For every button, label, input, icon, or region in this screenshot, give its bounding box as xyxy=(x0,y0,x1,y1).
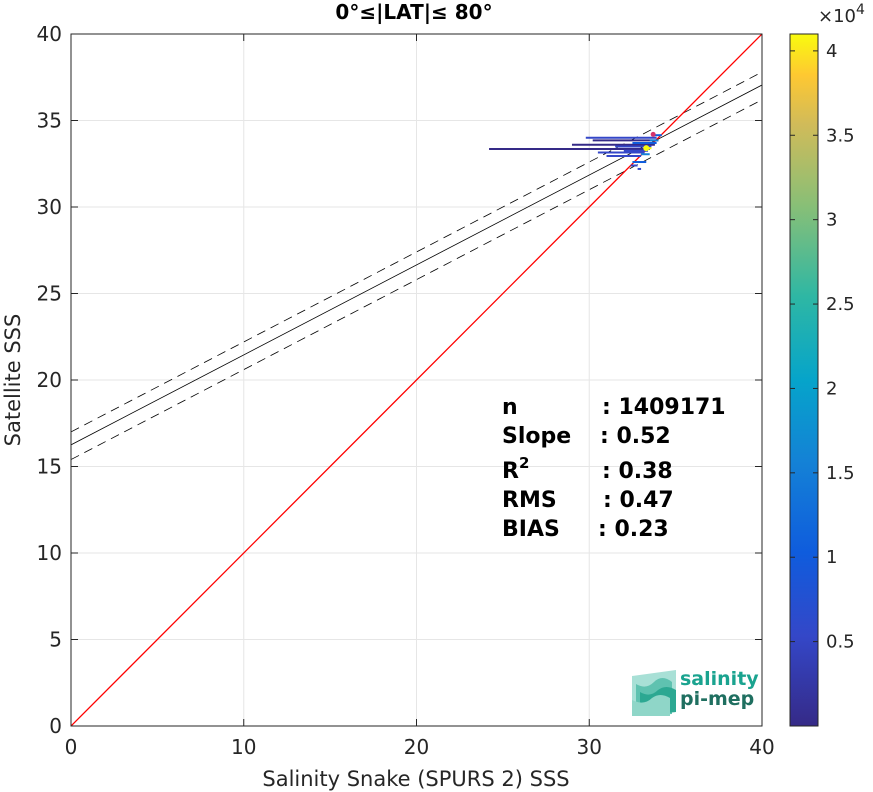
y-tick-label: 5 xyxy=(49,628,62,652)
colorbar-ticks: 0.5 1 1.5 2 2.5 3 3.5 4 xyxy=(790,41,855,653)
y-tick-label: 30 xyxy=(37,195,62,219)
stat-bias-label: BIAS xyxy=(502,517,560,542)
stat-n-label: n xyxy=(502,395,518,420)
colorbar-tick-label: 2 xyxy=(826,378,837,399)
stat-slope-value: : 0.52 xyxy=(600,424,671,449)
stat-rms-label: RMS xyxy=(502,488,557,513)
x-tick-label: 0 xyxy=(65,735,78,759)
logo-line-2: pi-mep xyxy=(680,688,754,710)
colorbar-exponent-power: 4 xyxy=(856,2,865,18)
salinity-pimep-logo: salinity pi-mep xyxy=(632,668,759,716)
y-tick-label: 25 xyxy=(37,282,62,306)
colorbar: 0.511.522.533.54 ×104 xyxy=(789,2,865,727)
chart-title: 0°≤|LAT|≤ 80° xyxy=(335,0,492,24)
stat-r2-superscript: 2 xyxy=(519,454,529,472)
x-axis-label: Salinity Snake (SPURS 2) SSS xyxy=(262,767,569,791)
density-peak-point xyxy=(643,145,650,152)
y-tick-label: 10 xyxy=(37,541,62,565)
y-tick-label: 0 xyxy=(49,714,62,738)
y-tick-label: 40 xyxy=(37,22,62,46)
colorbar-exponent: ×104 xyxy=(818,2,865,27)
density-points xyxy=(489,131,662,170)
y-tick-label: 35 xyxy=(37,109,62,133)
stat-slope-label: Slope xyxy=(502,424,571,449)
x-tick-label: 30 xyxy=(577,735,602,759)
colorbar-exponent-base: ×10 xyxy=(818,6,856,27)
stat-n-value: : 1409171 xyxy=(602,395,726,420)
axis-ticks: 0 10 20 30 40 0 5 10 15 20 25 30 35 40 xyxy=(37,22,775,759)
stat-r2-letter: R xyxy=(502,459,519,484)
logo-line-1: salinity xyxy=(680,668,759,690)
colorbar-gradient xyxy=(790,34,818,726)
colorbar-tick-label: 2.5 xyxy=(826,294,855,315)
stat-r2-label: R2 xyxy=(502,454,529,484)
fit-lower-dashed-line xyxy=(71,99,762,460)
y-tick-label: 20 xyxy=(37,368,62,392)
stat-r2-value: : 0.38 xyxy=(602,459,673,484)
colorbar-tick-label: 4 xyxy=(826,41,837,62)
x-tick-label: 10 xyxy=(231,735,256,759)
x-tick-label: 20 xyxy=(404,735,429,759)
x-tick-label: 40 xyxy=(749,735,774,759)
stat-rms-value: : 0.47 xyxy=(603,488,674,513)
colorbar-tick-label: 0.5 xyxy=(826,632,855,653)
colorbar-tick-label: 3.5 xyxy=(826,125,855,146)
colorbar-tick-label: 1 xyxy=(826,547,837,568)
colorbar-frame xyxy=(789,33,819,727)
y-axis-label: Satellite SSS xyxy=(1,314,25,447)
logo-wave-icon xyxy=(632,670,676,716)
colorbar-tick-label: 3 xyxy=(826,210,837,231)
statistics-box: n : 1409171 Slope : 0.52 R2 : 0.38 RMS :… xyxy=(502,395,726,542)
colorbar-tick-label: 1.5 xyxy=(826,463,855,484)
fit-upper-dashed-line xyxy=(71,71,762,433)
y-tick-label: 15 xyxy=(37,455,62,479)
stat-bias-value: : 0.23 xyxy=(598,517,669,542)
density-point xyxy=(650,131,656,137)
